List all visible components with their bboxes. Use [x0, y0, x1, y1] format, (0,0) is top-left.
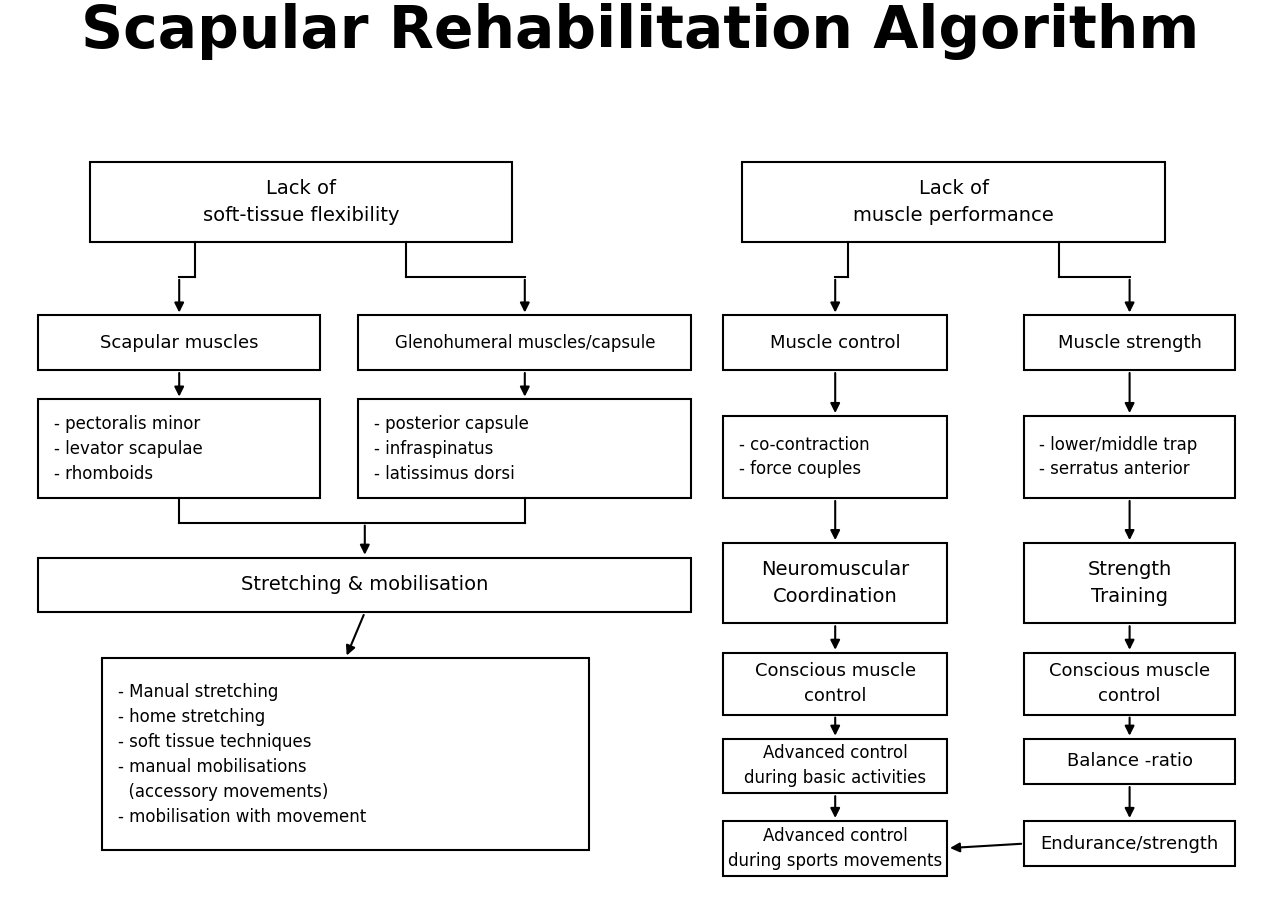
FancyBboxPatch shape [742, 162, 1165, 242]
FancyBboxPatch shape [102, 658, 589, 850]
Text: - posterior capsule
- infraspinatus
- latissimus dorsi: - posterior capsule - infraspinatus - la… [374, 415, 529, 483]
FancyBboxPatch shape [358, 315, 691, 370]
Text: Lack of
muscle performance: Lack of muscle performance [854, 179, 1053, 225]
FancyBboxPatch shape [723, 739, 947, 793]
Text: Scapular Rehabilitation Algorithm: Scapular Rehabilitation Algorithm [81, 4, 1199, 60]
Text: Scapular muscles: Scapular muscles [100, 334, 259, 352]
Text: Stretching & mobilisation: Stretching & mobilisation [241, 576, 489, 594]
FancyBboxPatch shape [38, 558, 691, 612]
Text: Conscious muscle
control: Conscious muscle control [1050, 662, 1210, 706]
Text: - Manual stretching
- home stretching
- soft tissue techniques
- manual mobilisa: - Manual stretching - home stretching - … [118, 683, 366, 825]
FancyBboxPatch shape [723, 416, 947, 498]
FancyBboxPatch shape [1024, 416, 1235, 498]
FancyBboxPatch shape [1024, 821, 1235, 866]
Text: - pectoralis minor
- levator scapulae
- rhomboids: - pectoralis minor - levator scapulae - … [54, 415, 202, 483]
FancyBboxPatch shape [38, 399, 320, 498]
FancyBboxPatch shape [723, 543, 947, 623]
Text: Endurance/strength: Endurance/strength [1041, 834, 1219, 853]
Text: Advanced control
during basic activities: Advanced control during basic activities [744, 744, 927, 788]
Text: Muscle control: Muscle control [769, 334, 901, 352]
Text: Glenohumeral muscles/capsule: Glenohumeral muscles/capsule [394, 334, 655, 352]
FancyBboxPatch shape [723, 821, 947, 876]
Text: Conscious muscle
control: Conscious muscle control [755, 662, 915, 706]
Text: - lower/middle trap
- serratus anterior: - lower/middle trap - serratus anterior [1039, 435, 1198, 479]
Text: - co-contraction
- force couples: - co-contraction - force couples [739, 435, 869, 479]
Text: Muscle strength: Muscle strength [1057, 334, 1202, 352]
FancyBboxPatch shape [90, 162, 512, 242]
Text: Neuromuscular
Coordination: Neuromuscular Coordination [762, 560, 909, 606]
FancyBboxPatch shape [38, 315, 320, 370]
Text: Lack of
soft-tissue flexibility: Lack of soft-tissue flexibility [202, 179, 399, 225]
FancyBboxPatch shape [1024, 739, 1235, 784]
FancyBboxPatch shape [1024, 653, 1235, 715]
Text: Advanced control
during sports movements: Advanced control during sports movements [728, 826, 942, 870]
FancyBboxPatch shape [358, 399, 691, 498]
FancyBboxPatch shape [723, 315, 947, 370]
FancyBboxPatch shape [1024, 543, 1235, 623]
Text: Strength
Training: Strength Training [1088, 560, 1171, 606]
FancyBboxPatch shape [723, 653, 947, 715]
Text: Balance -ratio: Balance -ratio [1066, 752, 1193, 771]
FancyBboxPatch shape [1024, 315, 1235, 370]
